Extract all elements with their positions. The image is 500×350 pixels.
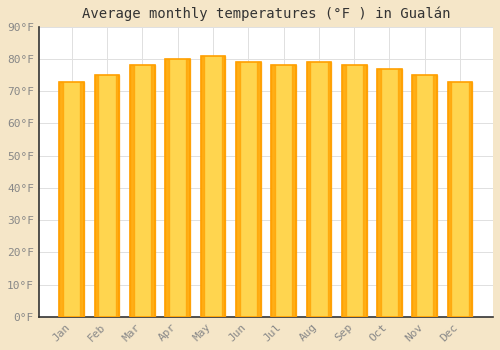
Bar bbox=[130, 65, 155, 317]
Bar bbox=[377, 69, 381, 317]
Bar bbox=[448, 82, 452, 317]
Bar bbox=[398, 69, 402, 317]
Bar bbox=[342, 65, 366, 317]
Bar bbox=[151, 65, 155, 317]
Bar bbox=[116, 75, 119, 317]
Bar bbox=[377, 69, 402, 317]
Bar bbox=[60, 82, 63, 317]
Bar bbox=[200, 56, 204, 317]
Bar bbox=[60, 82, 84, 317]
Bar bbox=[412, 75, 437, 317]
Bar bbox=[342, 65, 345, 317]
Bar bbox=[94, 75, 98, 317]
Title: Average monthly temperatures (°F ) in Gualán: Average monthly temperatures (°F ) in Gu… bbox=[82, 7, 450, 21]
Bar bbox=[306, 62, 331, 317]
Bar bbox=[236, 62, 260, 317]
Bar bbox=[200, 56, 226, 317]
Bar bbox=[130, 65, 134, 317]
Bar bbox=[236, 62, 240, 317]
Bar bbox=[94, 75, 120, 317]
Bar bbox=[186, 59, 190, 317]
Bar bbox=[328, 62, 331, 317]
Bar bbox=[292, 65, 296, 317]
Bar bbox=[222, 56, 226, 317]
Bar bbox=[257, 62, 260, 317]
Bar bbox=[434, 75, 437, 317]
Bar bbox=[80, 82, 84, 317]
Bar bbox=[448, 82, 472, 317]
Bar bbox=[166, 59, 169, 317]
Bar bbox=[271, 65, 275, 317]
Bar bbox=[363, 65, 366, 317]
Bar bbox=[412, 75, 416, 317]
Bar bbox=[166, 59, 190, 317]
Bar bbox=[306, 62, 310, 317]
Bar bbox=[468, 82, 472, 317]
Bar bbox=[271, 65, 296, 317]
